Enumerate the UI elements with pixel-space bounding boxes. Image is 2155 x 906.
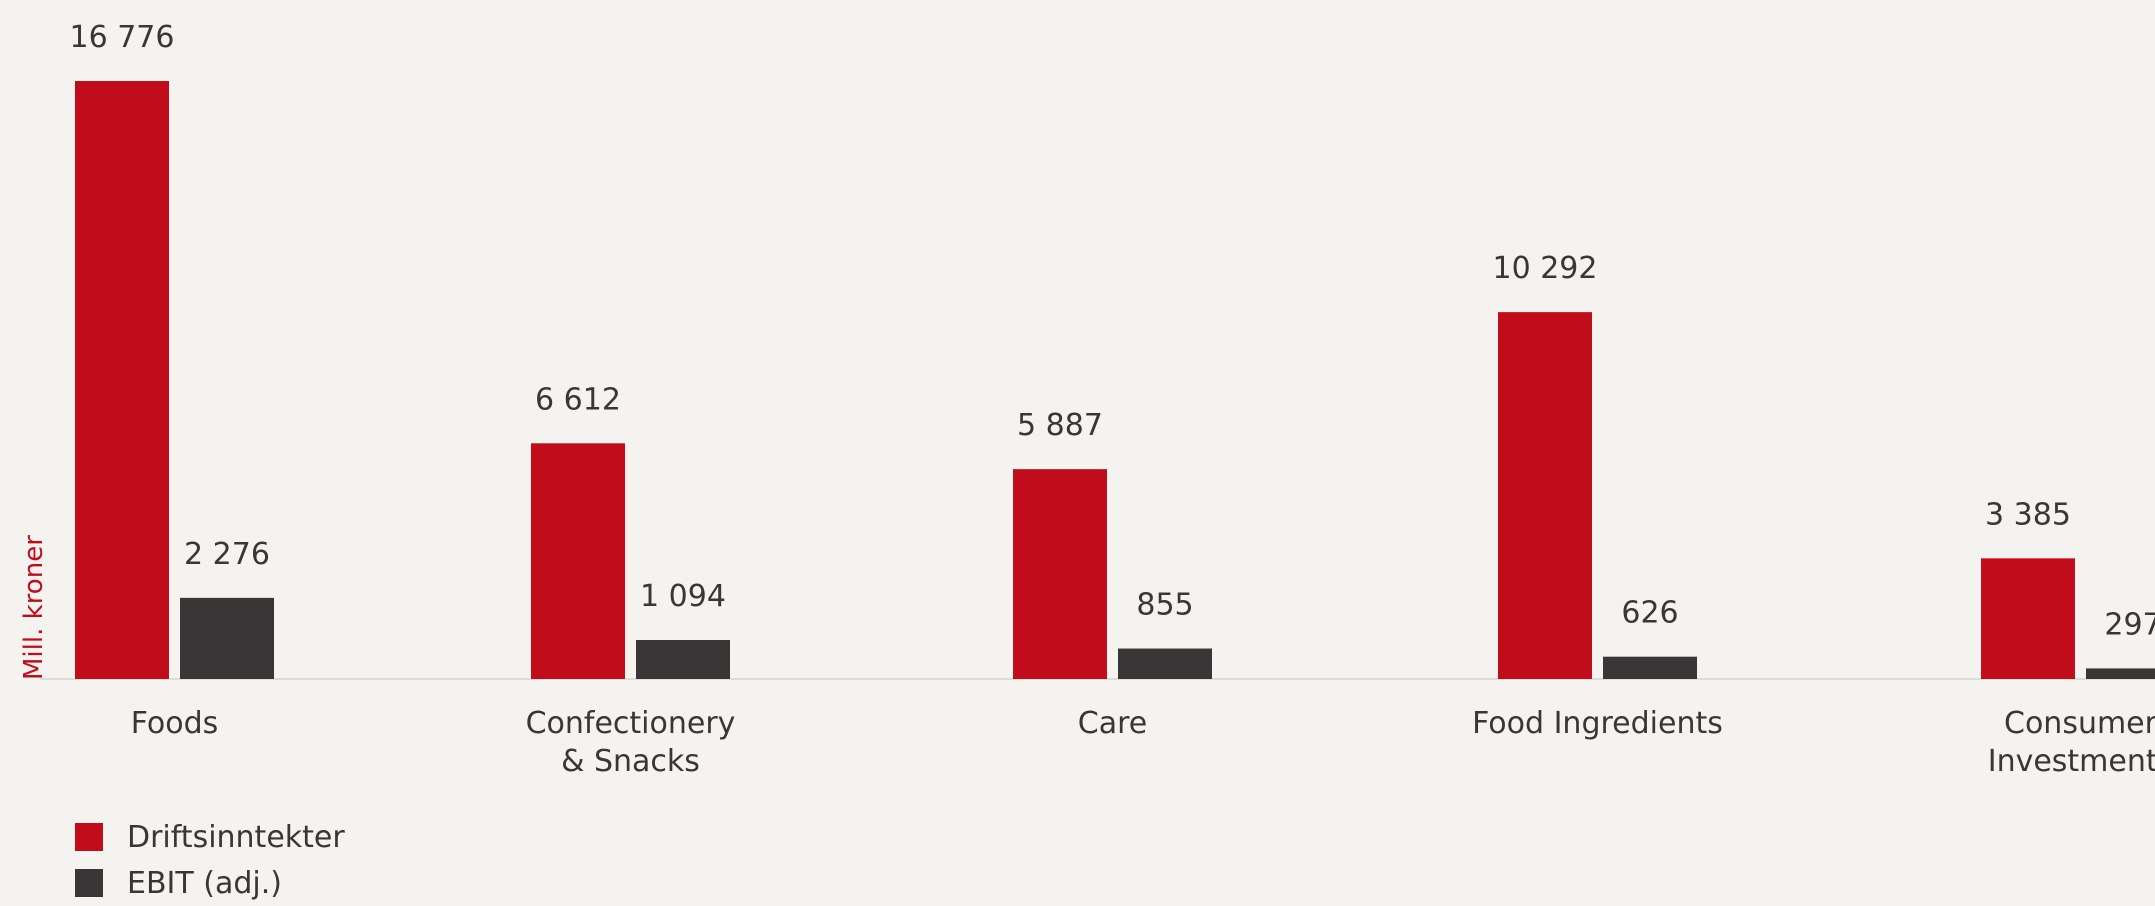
category-label-food-ingredients: Food Ingredients [1472, 706, 1723, 741]
bar-driftsinntekter-consumer [1981, 558, 2075, 679]
legend-item-ebit: EBIT (adj.) [75, 860, 345, 906]
data-label-ebit-adj-consumer: 297 [2104, 607, 2155, 642]
legend: Driftsinntekter EBIT (adj.) [75, 814, 345, 906]
bar-driftsinntekter-food-ingredients [1498, 312, 1592, 679]
category-label-care: Care [1078, 706, 1147, 741]
bar-driftsinntekter-confectionery [531, 443, 625, 679]
data-label-ebit-adj-foods: 2 276 [184, 537, 270, 572]
data-label-driftsinntekter-foods: 16 776 [70, 20, 175, 55]
data-label-driftsinntekter-consumer: 3 385 [1985, 497, 2071, 532]
bar-ebit-adj-food-ingredients [1603, 656, 1697, 679]
data-label-ebit-adj-confectionery: 1 094 [640, 579, 726, 614]
legend-swatch-ebit [75, 869, 103, 897]
legend-label-driftsinntekter: Driftsinntekter [127, 819, 345, 855]
legend-swatch-driftsinntekter [75, 823, 103, 851]
y-axis-label: Mill. kroner [19, 535, 49, 680]
bar-driftsinntekter-care [1013, 469, 1107, 679]
bar-ebit-adj-care [1118, 648, 1212, 679]
bar-driftsinntekter-foods [75, 81, 169, 679]
data-label-ebit-adj-care: 855 [1136, 588, 1193, 623]
data-label-driftsinntekter-confectionery: 6 612 [535, 382, 621, 417]
data-label-ebit-adj-food-ingredients: 626 [1621, 596, 1678, 631]
category-label-consumer: Consumer Investments [1988, 706, 2155, 779]
bar-ebit-adj-foods [180, 597, 274, 679]
bar-ebit-adj-consumer [2086, 668, 2155, 679]
legend-label-ebit: EBIT (adj.) [127, 865, 282, 901]
data-label-driftsinntekter-food-ingredients: 10 292 [1493, 251, 1598, 286]
category-label-foods: Foods [131, 706, 219, 741]
bar-ebit-adj-confectionery [636, 640, 730, 679]
data-label-driftsinntekter-care: 5 887 [1017, 408, 1103, 443]
category-label-confectionery: Confectionery & Snacks [526, 706, 736, 779]
legend-item-driftsinntekter: Driftsinntekter [75, 814, 345, 860]
bars-group: 16 776 6 612 5 887 10 292 3 385 2 276 1 094 855… [70, 20, 2155, 779]
